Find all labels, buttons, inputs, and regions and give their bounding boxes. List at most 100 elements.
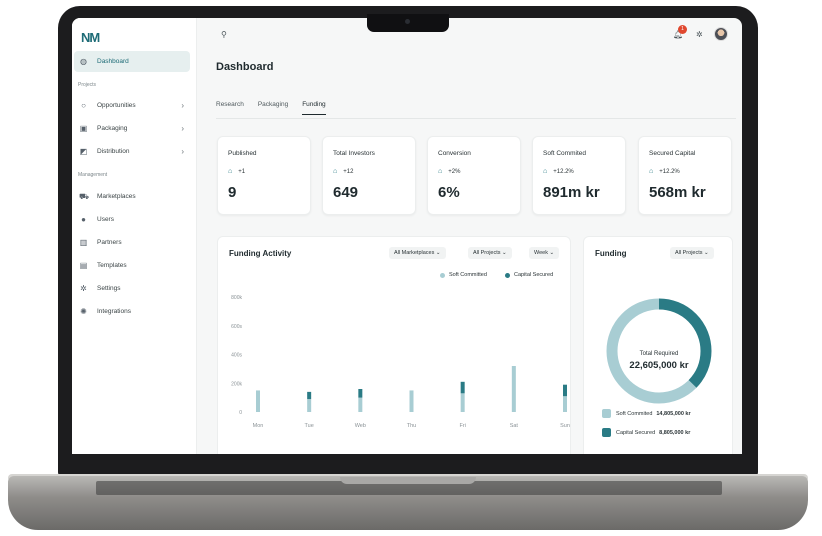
sidebar-item-label: Dashboard — [97, 58, 129, 65]
partners-icon: ▥ — [79, 238, 88, 247]
stat-value: 6% — [438, 184, 460, 201]
legend-capital: Capital Secured 8,805,000 kr — [602, 428, 690, 437]
tab-bar: Research Packaging Funding — [216, 101, 340, 115]
stat-label: Conversion — [438, 150, 471, 157]
tab-packaging[interactable]: Packaging — [257, 101, 289, 108]
sidebar-item-label: Partners — [97, 239, 122, 246]
period-select[interactable]: Week ⌄ — [529, 247, 560, 259]
projects-select[interactable]: All Projects ⌄ — [670, 247, 714, 259]
logo[interactable]: NM — [81, 30, 100, 45]
bar-soft-committed — [460, 393, 465, 412]
tabs-divider — [216, 118, 736, 119]
notification-badge: 1 — [678, 25, 687, 34]
bar-capital-secured — [358, 389, 363, 398]
sidebar-item-label: Users — [97, 216, 114, 223]
funding-activity-panel: Funding Activity All Marketplaces ⌄ All … — [217, 236, 571, 454]
sidebar-item-label: Marketplaces — [97, 193, 136, 200]
y-tick-label: 200k — [231, 381, 242, 387]
trackpad-lip — [340, 477, 476, 484]
x-tick-label: Sun — [560, 423, 570, 429]
y-tick-label: 0 — [239, 410, 242, 416]
search-icon[interactable]: ⚲ — [221, 30, 227, 39]
panel-title: Funding — [595, 249, 627, 258]
legend-swatch — [602, 409, 611, 418]
bar-soft-committed — [256, 390, 260, 412]
sidebar-item-marketplaces[interactable]: ⛟ Marketplaces — [74, 186, 190, 207]
stat-delta: ⌂ +12.2% — [649, 168, 680, 175]
stat-label: Soft Commited — [543, 150, 586, 157]
trend-icon: ⌂ — [543, 168, 548, 175]
x-tick-label: Tue — [305, 423, 314, 429]
sidebar-item-label: Opportunities — [97, 102, 136, 109]
sidebar-item-dashboard[interactable]: ◍ Dashboard — [74, 51, 190, 72]
box-icon: ▣ — [79, 124, 88, 133]
sidebar-item-label: Settings — [97, 285, 121, 292]
gear-icon[interactable]: ✲ — [696, 30, 703, 39]
stat-delta-value: +12.2% — [659, 168, 680, 175]
legend-soft: Soft Commited 14,805,000 kr — [602, 409, 691, 418]
sidebar-item-packaging[interactable]: ▣ Packaging › — [74, 118, 190, 139]
dashboard-icon: ◍ — [80, 57, 87, 66]
stat-delta-value: +1 — [238, 168, 246, 175]
page-title: Dashboard — [216, 61, 274, 73]
sidebar-item-label: Distribution — [97, 148, 130, 155]
stat-value: 568m kr — [649, 184, 706, 201]
sidebar-item-settings[interactable]: ✲ Settings — [74, 278, 190, 299]
chevron-down-icon: ⌄ — [704, 250, 709, 256]
stat-card-soft-commited: Soft Commited ⌂ +12.2% 891m kr — [532, 136, 626, 215]
stat-card-conversion: Conversion ⌂ +2% 6% — [427, 136, 521, 215]
legend-value: 14,805,000 kr — [656, 410, 691, 417]
stat-label: Total Investors — [333, 150, 375, 157]
marketplaces-select[interactable]: All Marketplaces ⌄ — [389, 247, 446, 259]
avatar[interactable] — [714, 27, 728, 41]
stat-delta: ⌂ +1 — [228, 168, 245, 175]
sidebar-item-opportunities[interactable]: ○ Opportunities › — [74, 95, 190, 116]
legend-capital: Capital Secured — [505, 272, 553, 278]
integrations-icon: ✺ — [80, 307, 87, 316]
stat-value: 9 — [228, 184, 237, 201]
legend-swatch — [602, 428, 611, 437]
legend-value: 8,805,000 kr — [659, 429, 691, 436]
sidebar-item-label: Integrations — [97, 308, 131, 315]
projects-select[interactable]: All Projects ⌄ — [468, 247, 512, 259]
bell-icon[interactable]: 🔔︎ — [673, 30, 684, 39]
app-screen: NM ◍ Dashboard Projects ○ Opportunities … — [72, 18, 742, 454]
legend-label: Capital Secured — [514, 272, 554, 278]
gear-icon: ✲ — [80, 284, 87, 293]
stat-value: 891m kr — [543, 184, 600, 201]
sidebar-item-partners[interactable]: ▥ Partners — [74, 232, 190, 253]
stat-card-secured-capital: Secured Capital ⌂ +12.2% 568m kr — [638, 136, 732, 215]
stat-delta: ⌂ +12 — [333, 168, 353, 175]
stat-label: Published — [228, 150, 257, 157]
stat-label: Secured Capital — [649, 150, 696, 157]
camera-icon — [405, 19, 410, 24]
sidebar-item-integrations[interactable]: ✺ Integrations — [74, 301, 190, 322]
chevron-right-icon: › — [181, 147, 184, 156]
section-management: Management — [78, 172, 108, 178]
select-value: All Projects — [675, 250, 703, 256]
legend-swatch — [440, 272, 445, 278]
funding-activity-chart: 800k 600s 400s 200k 0 Mon Tue Web Thu Fri Sat Sun — [231, 295, 570, 429]
legend-swatch — [505, 272, 510, 278]
stat-delta-value: +12.2% — [553, 168, 574, 175]
keyboard — [96, 481, 722, 495]
tab-funding[interactable]: Funding — [302, 101, 326, 115]
stat-delta-value: +2% — [448, 168, 461, 175]
camera-notch — [367, 14, 449, 32]
select-value: All Projects — [473, 250, 501, 256]
sidebar-item-users[interactable]: ● Users — [74, 209, 190, 230]
stat-card-total-investors: Total Investors ⌂ +12 649 — [322, 136, 416, 215]
users-icon: ● — [81, 215, 86, 224]
stat-delta-value: +12 — [343, 168, 354, 175]
bar-soft-committed — [409, 390, 414, 412]
trend-icon: ⌂ — [333, 168, 338, 175]
trend-icon: ⌂ — [649, 168, 654, 175]
stat-delta: ⌂ +12.2% — [543, 168, 574, 175]
sidebar-item-templates[interactable]: ▤ Templates — [74, 255, 190, 276]
bar-soft-committed — [307, 399, 312, 412]
sidebar-item-distribution[interactable]: ◩ Distribution › — [74, 141, 190, 162]
funding-donut-chart: Total Required 22,605,000 kr — [606, 298, 712, 404]
stat-value: 649 — [333, 184, 359, 201]
tab-research[interactable]: Research — [216, 101, 244, 108]
bar-capital-secured — [307, 391, 312, 400]
